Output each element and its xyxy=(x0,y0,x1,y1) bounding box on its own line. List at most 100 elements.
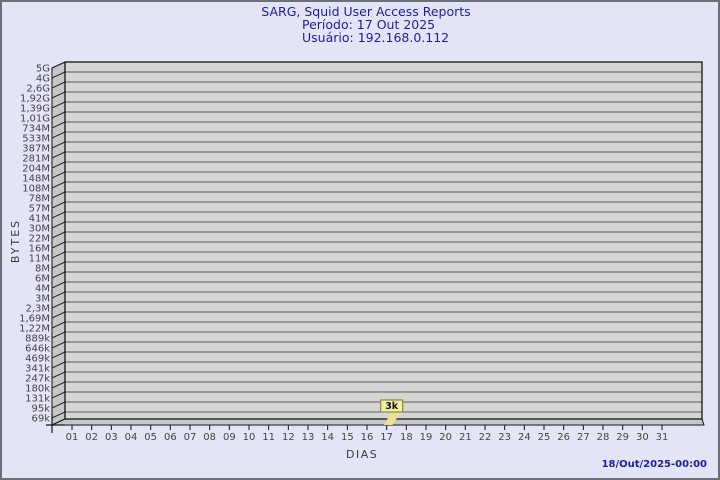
value-annotation-box xyxy=(380,399,404,413)
y-tick-label: 8M xyxy=(35,264,50,275)
y-axis-tick xyxy=(51,201,66,209)
y-axis-tick xyxy=(51,341,66,349)
chart-title: SARG, Squid User Access Reports xyxy=(261,4,471,19)
y-tick-label: 78M xyxy=(29,194,50,205)
y-axis-tick xyxy=(51,91,66,99)
x-tick-label: 12 xyxy=(282,432,295,443)
y-axis-tick xyxy=(51,251,66,259)
x-tick-label: 06 xyxy=(164,432,177,443)
x-axis-title: DIAS xyxy=(346,448,379,461)
x-tick-label: 09 xyxy=(223,432,236,443)
plot-frame-group xyxy=(64,61,703,420)
y-axis-tick xyxy=(51,351,66,359)
y-tick-label: 22M xyxy=(29,234,50,245)
y-tick-label: 131k xyxy=(25,394,50,405)
x-tick-label: 21 xyxy=(459,432,472,443)
chart-user-subtitle: Usuário: 192.168.0.112 xyxy=(302,30,450,45)
x-tick-label: 03 xyxy=(105,432,118,443)
y-tick-label: 180k xyxy=(25,384,50,395)
y-axis-tick xyxy=(51,291,66,299)
y-axis-tick xyxy=(51,191,66,199)
y-tick-label: 204M xyxy=(22,164,50,175)
y-axis-tick xyxy=(51,171,66,179)
x-ticks xyxy=(71,425,663,430)
y-axis-tick xyxy=(51,301,66,309)
x-tick-label: 04 xyxy=(125,432,138,443)
x-tick-label: 07 xyxy=(184,432,197,443)
y-axis-tick xyxy=(51,221,66,229)
y-tick-label: 1,69M xyxy=(19,314,50,325)
y-axis-tick xyxy=(51,281,66,289)
y-tick-label: 6M xyxy=(35,274,50,285)
x-tick-label: 10 xyxy=(243,432,256,443)
y-tick-label: 1,22M xyxy=(19,324,50,335)
x-tick-label: 15 xyxy=(341,432,354,443)
x-tick-label: 08 xyxy=(203,432,216,443)
generation-timestamp: 18/Out/2025-00:00 xyxy=(601,459,707,470)
y-axis-tick xyxy=(51,261,66,269)
x-tick-labels: 01 02 03 04 05 06 07 08 09 10 11 12 13 14 15 16 17 18 19 20… xyxy=(66,432,669,443)
y-tick-label: 281M xyxy=(22,154,50,165)
wall-ticks xyxy=(51,61,66,419)
y-axis-tick xyxy=(51,381,66,389)
y-axis-tick xyxy=(51,131,66,139)
y-axis-tick xyxy=(51,211,66,219)
y-axis-tick xyxy=(51,241,66,249)
x-tick-label: 31 xyxy=(656,432,669,443)
y-tick-label: 108M xyxy=(22,184,50,195)
y-axis-tick xyxy=(51,391,66,399)
y-tick-label: 2,6G xyxy=(26,84,50,95)
y-axis-tick xyxy=(51,111,66,119)
y-tick-label: 2,3M xyxy=(25,304,50,315)
y-tick-label: 69k xyxy=(31,414,50,425)
y-tick-label: 387M xyxy=(22,144,50,155)
y-axis-tick xyxy=(51,231,66,239)
y-tick-label: 5G xyxy=(36,64,50,75)
y-tick-label: 11M xyxy=(29,254,50,265)
y-axis-tick xyxy=(51,361,66,369)
y-axis-tick xyxy=(51,161,66,169)
x-tick-label: 26 xyxy=(557,432,570,443)
bars xyxy=(383,412,401,425)
y-axis-tick xyxy=(51,81,66,89)
y-tick-label: 469k xyxy=(25,354,50,365)
y-tick-label: 30M xyxy=(29,224,50,235)
bar-value-labels: 3k xyxy=(380,399,404,413)
y-tick-label: 57M xyxy=(29,204,50,215)
chart-period-subtitle: Período: 17 Out 2025 xyxy=(302,17,436,32)
y-tick-labels: 5G4G2,6G1,92G1,39G1,01G734M533M387M281M2… xyxy=(19,64,50,425)
x-tick-label: 01 xyxy=(66,432,79,443)
y-tick-label: 16M xyxy=(29,244,50,255)
x-tick-label: 22 xyxy=(479,432,492,443)
x-tick-label: 17 xyxy=(380,432,393,443)
x-tick-label: 24 xyxy=(518,432,531,443)
x-tick-label: 30 xyxy=(636,432,649,443)
x-tick-label: 25 xyxy=(538,432,551,443)
x-tick-label: 16 xyxy=(361,432,374,443)
y-axis-tick xyxy=(51,411,66,419)
x-tick-label: 14 xyxy=(321,432,334,443)
y-tick-label: 4M xyxy=(35,284,50,295)
data-bar xyxy=(383,412,401,425)
y-axis-tick xyxy=(51,141,66,149)
y-tick-label: 734M xyxy=(22,124,50,135)
y-axis-tick xyxy=(51,401,66,409)
y-tick-label: 148M xyxy=(22,174,50,185)
y-tick-label: 1,92G xyxy=(20,94,50,105)
axis-corner xyxy=(46,414,65,433)
x-tick-label: 11 xyxy=(262,432,275,443)
x-tick-label: 28 xyxy=(597,432,610,443)
y-tick-label: 889k xyxy=(25,334,50,345)
y-axis-tick xyxy=(51,61,66,69)
y-axis-tick xyxy=(51,331,66,339)
x-tick-label: 18 xyxy=(400,432,413,443)
y-axis-tick xyxy=(51,101,66,109)
y-tick-label: 533M xyxy=(22,134,50,145)
y-axis-tick xyxy=(51,151,66,159)
y-tick-label: 1,01G xyxy=(20,114,50,125)
y-axis-tick xyxy=(51,121,66,129)
y-tick-label: 95k xyxy=(31,404,50,415)
x-tick-label: 29 xyxy=(616,432,629,443)
